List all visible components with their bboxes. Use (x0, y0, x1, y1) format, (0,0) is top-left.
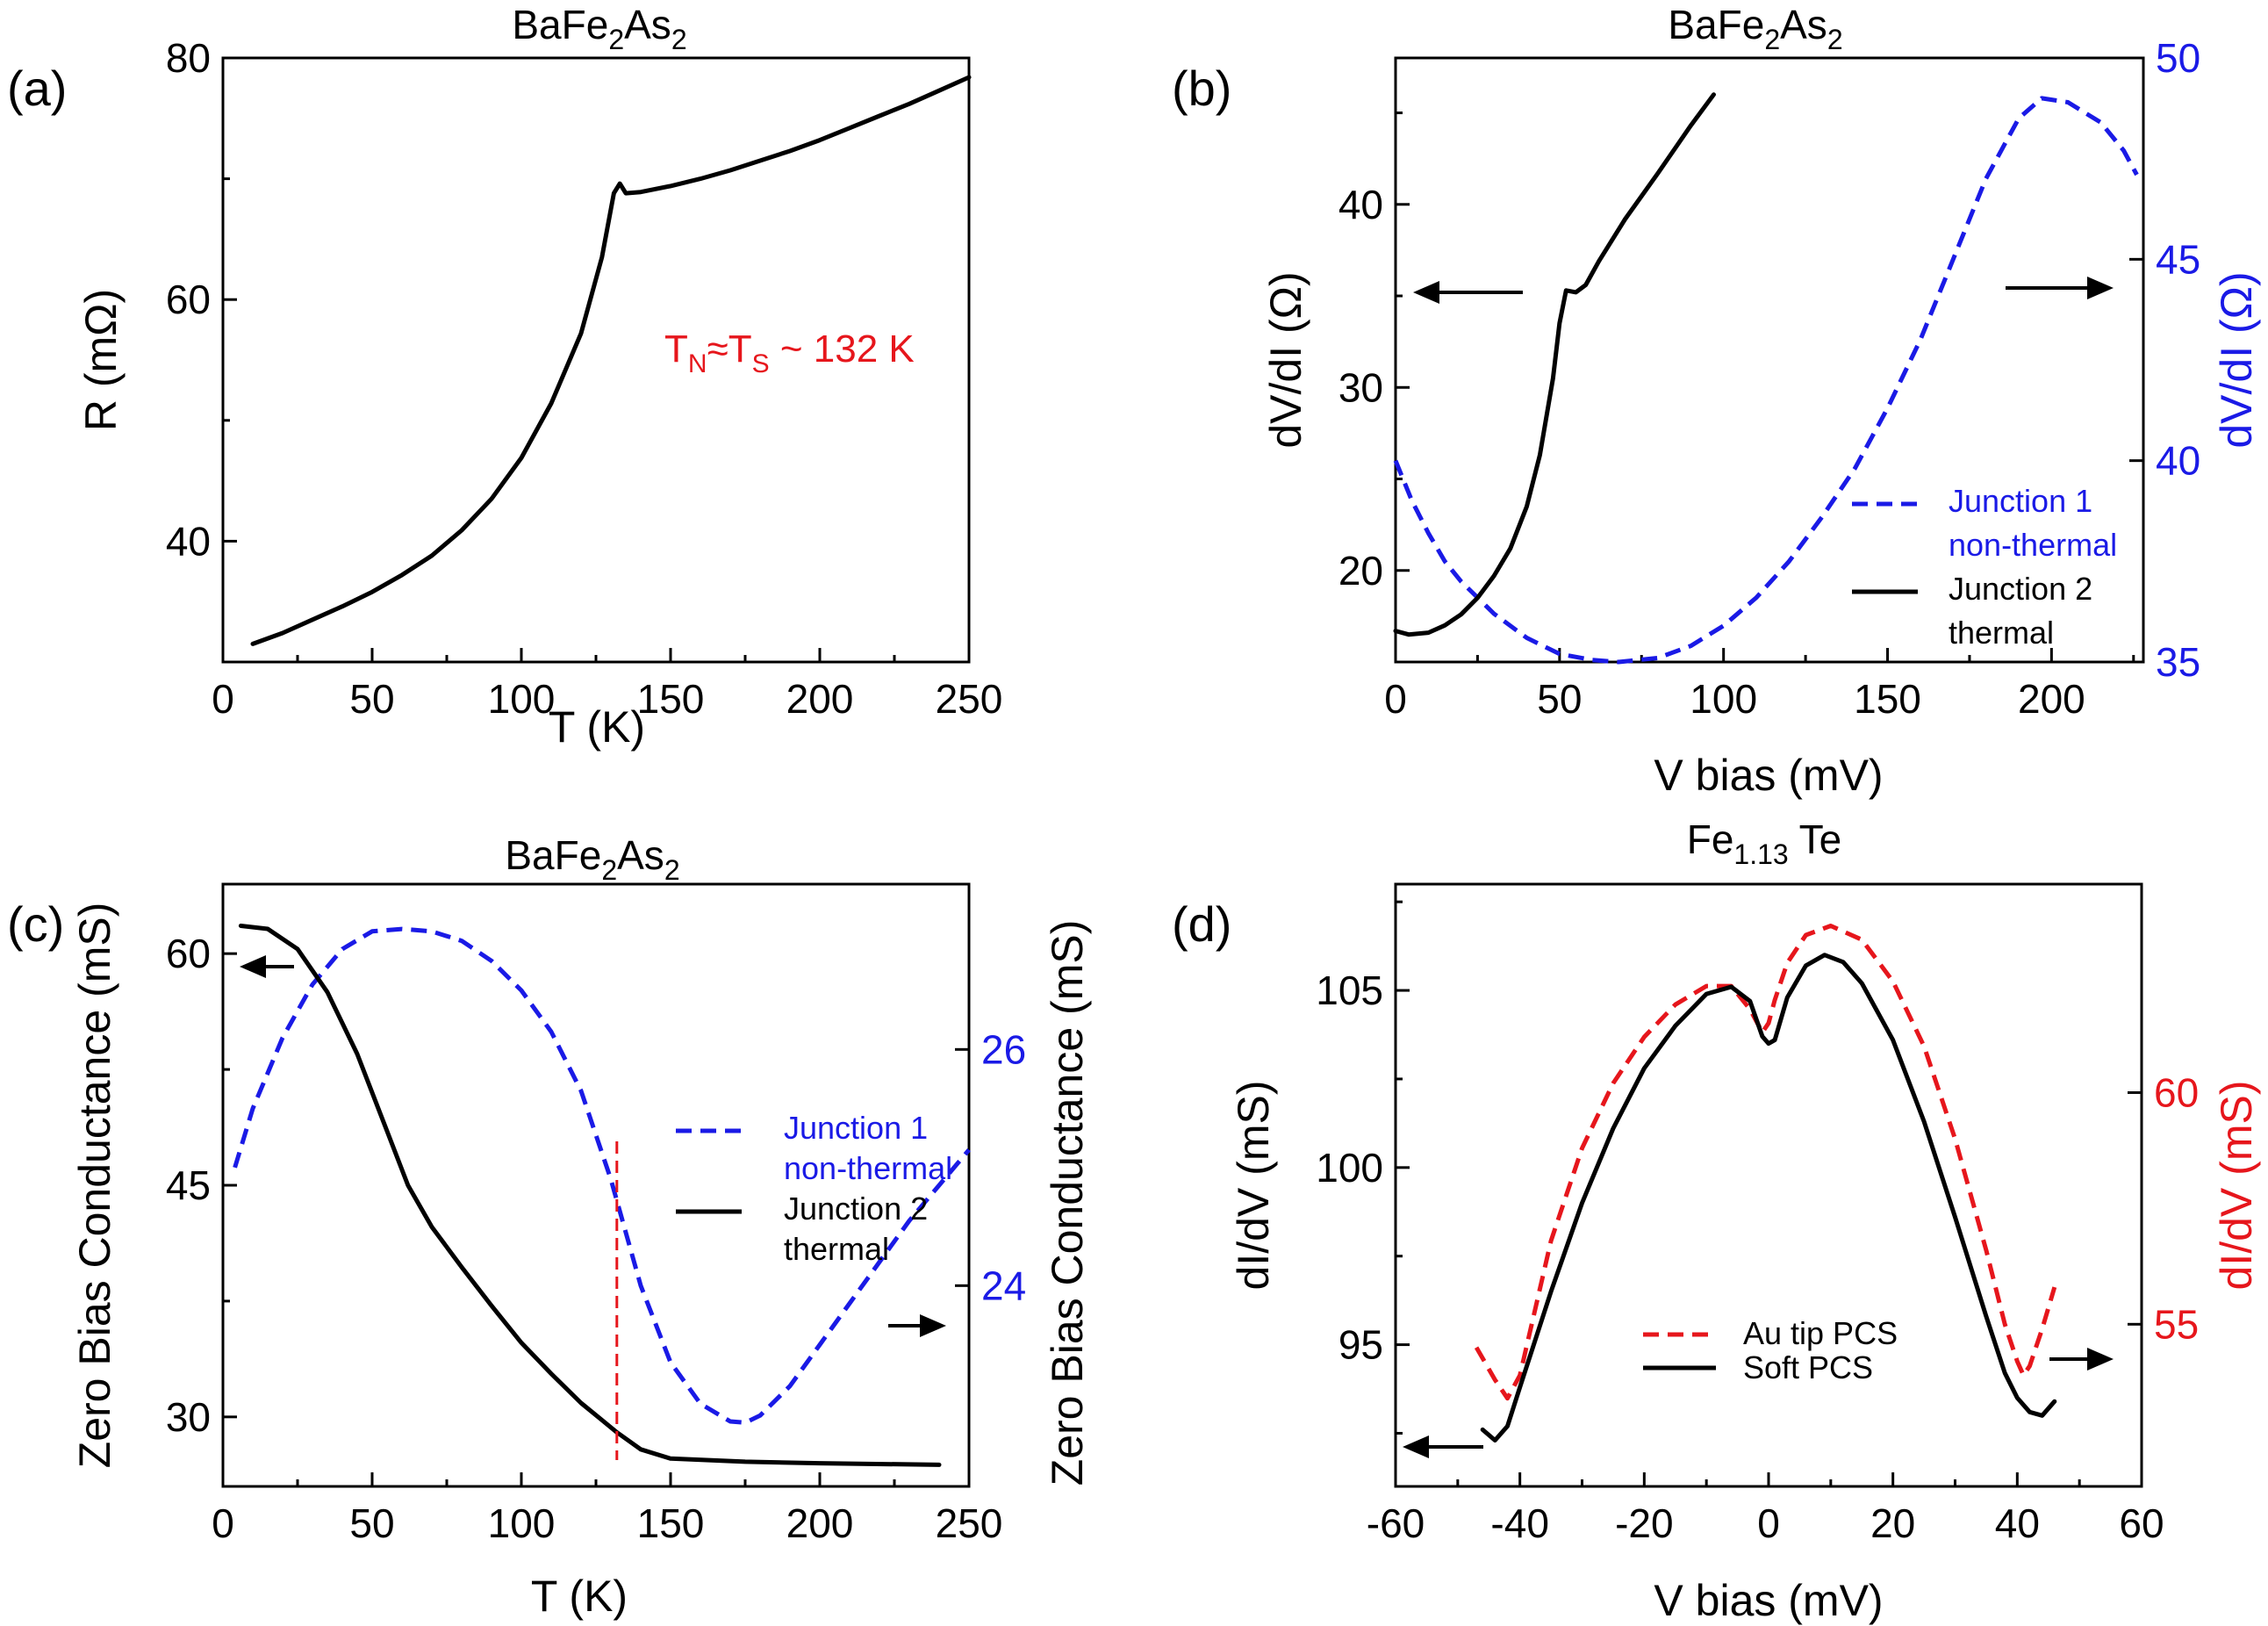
panel-c-x-tick-label: 0 (212, 1500, 234, 1546)
panel-a-y-tick-label: 60 (166, 277, 211, 322)
panel-b-y-tick-label: 30 (1339, 364, 1383, 410)
panel-b-x-tick-label: 0 (1384, 676, 1407, 722)
panel-b-x-tick-label: 150 (1854, 676, 1921, 722)
panel-d-x-tick-label: -20 (1615, 1500, 1673, 1546)
panel-c-x-tick-label: 200 (786, 1500, 854, 1546)
panel-a-x-tick-label: 0 (212, 676, 234, 722)
panel-c-y-tick-label: 30 (166, 1394, 211, 1440)
panel-d-label: (d) (1172, 896, 1231, 952)
panel-d-left-arrowhead (1403, 1435, 1429, 1458)
panel-b-right-y-tick-label: 50 (2156, 35, 2200, 81)
panel-c-x-axis-label: T (K) (531, 1572, 628, 1621)
panel-d-x-tick-label: 0 (1757, 1500, 1780, 1546)
panel-b-left-arrowhead (1413, 281, 1439, 304)
panel-c-right-y-axis-label: Zero Bias Conductance (mS) (1043, 920, 1092, 1486)
panel-d-x-tick-label: 20 (1870, 1500, 1915, 1546)
panel-d-x-tick-label: 60 (2119, 1500, 2164, 1546)
panel-d-au-tip-curve (1474, 924, 2057, 1401)
panel-d-legend-1-label: Au tip PCS (1743, 1315, 1898, 1351)
panel-a-annotation: TN≈TS ~ 132 K (664, 327, 915, 378)
panel-a-ticks: 0 50 100 150 200 250 40 60 80 (166, 35, 1003, 722)
panel-d-soft-pcs-curve (1480, 953, 2057, 1443)
panel-b-label: (b) (1172, 61, 1231, 116)
panel-d-y-tick-label: 100 (1316, 1145, 1383, 1191)
panel-c-y-tick-label: 60 (166, 931, 211, 976)
panel-b-legend-1-line1: Junction 1 (1949, 483, 2092, 519)
panel-d-x-tick-label: -60 (1367, 1500, 1425, 1546)
panel-c-ticks: 0 50 100 150 200 250 30 45 60 24 26 (166, 931, 1026, 1546)
panel-b-right-arrowhead (2087, 277, 2114, 299)
panel-a-x-axis-label: T (K) (549, 702, 645, 752)
panel-b-y-tick-label: 40 (1339, 182, 1383, 227)
panel-b-x-tick-label: 50 (1537, 676, 1582, 722)
panel-b-left-y-axis-label: dV/dI (Ω) (1261, 271, 1310, 448)
panel-b-legend-2-line2: thermal (1949, 615, 2054, 651)
panel-b-legend-1-line2: non-thermal (1949, 527, 2117, 563)
panel-b-right-y-tick-label: 35 (2156, 639, 2200, 685)
panel-d-y-tick-label: 105 (1316, 968, 1383, 1013)
panel-b-x-axis-label: V bias (mV) (1654, 751, 1883, 800)
panel-b-junction1-curve (1393, 96, 2139, 665)
panel-a: (a) BaFe2As2 0 50 100 150 200 250 40 60 80 T (K)… (7, 2, 1002, 752)
panel-b-right-y-tick-label: 40 (2156, 438, 2200, 484)
panel-a-x-tick-label: 250 (936, 676, 1003, 722)
panel-c: (c) BaFe2As2 0 50 100 150 200 250 30 45 60 24 26 T… (7, 832, 1092, 1621)
panel-b-legend-2-line1: Junction 2 (1949, 571, 2092, 607)
panel-a-x-tick-label: 100 (488, 676, 556, 722)
panel-b-x-tick-label: 200 (2018, 676, 2085, 722)
panel-b-junction2-curve (1393, 92, 1716, 637)
panel-c-left-y-axis-label: Zero Bias Conductance (mS) (70, 903, 119, 1469)
panel-c-x-tick-label: 50 (349, 1500, 394, 1546)
panel-a-resistance-curve (250, 75, 972, 646)
panel-c-legend-1-line1: Junction 1 (784, 1110, 928, 1146)
panel-b-title: BaFe2As2 (1668, 2, 1842, 55)
panel-a-y-axis-label: R (mΩ) (76, 289, 126, 431)
panel-c-right-y-tick-label: 26 (981, 1026, 1026, 1072)
panel-d-title: Fe1.13 Te (1687, 817, 1842, 870)
panel-d-x-tick-label: -40 (1490, 1500, 1548, 1546)
panel-c-x-tick-label: 150 (637, 1500, 705, 1546)
panel-c-label: (c) (7, 896, 64, 952)
panel-c-title: BaFe2As2 (505, 832, 679, 886)
panel-c-right-arrowhead (920, 1314, 946, 1337)
panel-a-x-tick-label: 150 (637, 676, 705, 722)
panel-b-right-y-axis-label: dV/dI (Ω) (2212, 271, 2261, 448)
panel-b-y-tick-label: 20 (1339, 548, 1383, 594)
panel-c-y-tick-label: 45 (166, 1162, 211, 1208)
panel-d-ticks: -60 -40 -20 0 20 40 60 95 100 105 55 60 (1316, 900, 2199, 1546)
panel-d-right-y-axis-label: dI/dV (mS) (2212, 1081, 2261, 1291)
panel-c-left-arrowhead (240, 955, 266, 978)
panel-a-title: BaFe2As2 (512, 2, 686, 55)
panel-d-right-arrowhead (2087, 1348, 2114, 1371)
panel-b-right-y-tick-label: 45 (2156, 236, 2200, 282)
panel-d: (d) Fe1.13 Te -60 -40 -20 0 20 40 60 95 100 105 55… (1172, 817, 2261, 1625)
panel-b-ticks: 0 50 100 150 200 20 30 40 35 40 45 50 (1339, 35, 2200, 722)
panel-c-x-tick-label: 250 (936, 1500, 1003, 1546)
panel-d-y-tick-label: 95 (1339, 1322, 1383, 1368)
panel-b-x-tick-label: 100 (1690, 676, 1757, 722)
panel-a-y-tick-label: 40 (166, 518, 211, 564)
panel-c-legend-2-line1: Junction 2 (784, 1191, 928, 1227)
panel-c-right-y-tick-label: 24 (981, 1263, 1026, 1308)
panel-c-x-tick-label: 100 (488, 1500, 556, 1546)
panel-a-x-tick-label: 50 (349, 676, 394, 722)
panel-a-y-tick-label: 80 (166, 35, 211, 81)
panel-b: (b) BaFe2As2 0 50 100 150 20020304035404550 … (1172, 2, 2261, 800)
panel-c-junction1-curve (233, 926, 971, 1425)
panel-c-junction2-curve (238, 924, 942, 1467)
panel-d-x-tick-label: 40 (1995, 1500, 2040, 1546)
panel-d-legend-2-label: Soft PCS (1743, 1349, 1873, 1385)
panel-b-plot-frame (1394, 56, 2145, 664)
panel-c-legend-2-line2: thermal (784, 1231, 889, 1267)
panel-d-x-axis-label: V bias (mV) (1654, 1576, 1883, 1625)
panel-a-x-tick-label: 200 (786, 676, 854, 722)
panel-d-left-y-axis-label: dI/dV (mS) (1229, 1081, 1278, 1291)
panel-d-right-y-tick-label: 55 (2154, 1301, 2199, 1347)
panel-d-right-y-tick-label: 60 (2154, 1069, 2199, 1115)
panel-a-label: (a) (7, 61, 67, 116)
panel-c-legend-1-line2: non-thermal (784, 1150, 952, 1186)
